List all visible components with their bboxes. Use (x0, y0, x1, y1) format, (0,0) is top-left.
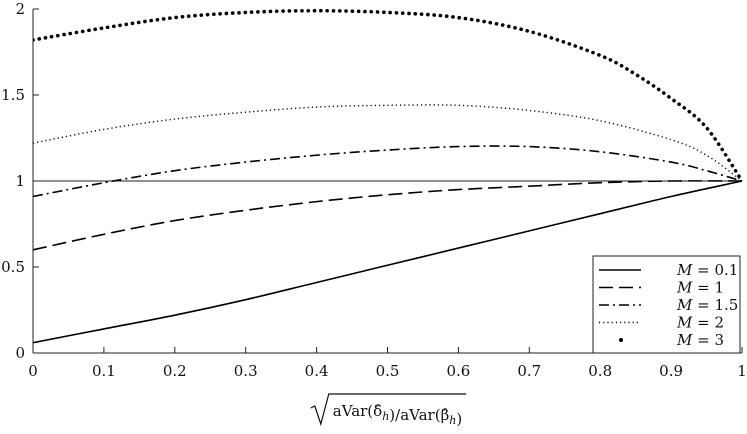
plot-area (33, 8, 744, 344)
legend: M = 0.1M = 1M = 1.5M = 2M = 3 (592, 255, 741, 354)
legend-label: M = 2 (676, 314, 724, 332)
x-axis-label: aVar(δ̂h)/aVar(β̂h) (310, 393, 467, 428)
x-tick-label: 0.8 (588, 362, 612, 380)
y-tick-label: 0 (15, 344, 25, 362)
x-tick-label: 0 (28, 362, 38, 380)
series-line-solid (33, 180, 743, 344)
series-line-dotted (33, 104, 743, 182)
legend-label: M = 3 (676, 331, 724, 349)
x-tick-label: 0.3 (234, 362, 258, 380)
series-line-dashdot (33, 145, 743, 198)
legend-swatch-bigdots (619, 338, 623, 342)
legend-label: M = 1 (676, 279, 724, 297)
y-tick-label: 0.5 (1, 258, 25, 276)
x-tick-label: 0.7 (517, 362, 541, 380)
x-tick-label: 0.1 (92, 362, 116, 380)
x-tick-label: 0.2 (163, 362, 187, 380)
x-tick-label: 1 (737, 362, 747, 380)
y-tick-label: 2 (15, 0, 25, 18)
series-line-dashed (33, 180, 743, 251)
x-tick-label: 0.4 (305, 362, 329, 380)
x-tick-label: 0.6 (446, 362, 470, 380)
y-tick-label: 1.5 (1, 86, 25, 104)
x-axis-label-text: aVar(δ̂h)/aVar(β̂h) (333, 402, 462, 428)
series-line-bigdots (33, 8, 744, 183)
legend-label: M = 0.1 (676, 261, 738, 279)
legend-label: M = 1.5 (676, 296, 738, 314)
legend-box (592, 255, 741, 354)
tick-labels: 0 0.1 0.2 0.3 0.4 0.5 0.6 0.7 0.8 0.9 1 0 0.5 1 1.5 2 (1, 0, 747, 380)
square-root-sign (310, 393, 467, 427)
x-tick-label: 0.9 (659, 362, 683, 380)
x-tick-label: 0.5 (376, 362, 400, 380)
y-tick-label: 1 (15, 172, 25, 190)
